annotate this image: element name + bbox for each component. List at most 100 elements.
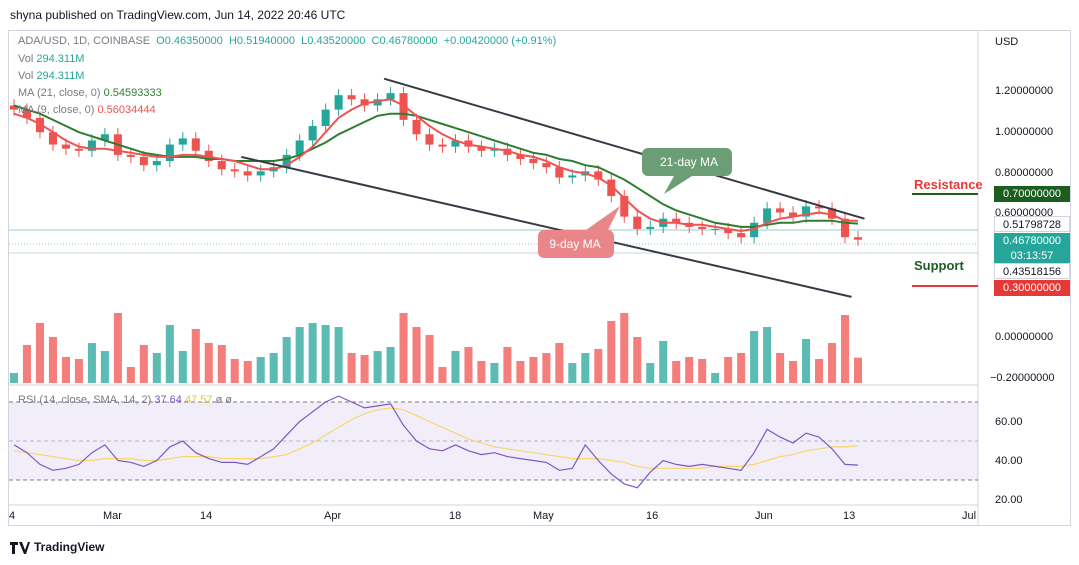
vol-value: 294.311M [36, 70, 85, 82]
ma21-line [13, 104, 859, 228]
candle-body [711, 228, 720, 230]
volume-bar [360, 355, 369, 383]
volume-bar [776, 353, 785, 383]
candle-body [503, 148, 512, 155]
volume-bar [581, 353, 590, 383]
price-tick: 1.20000000 [995, 85, 1053, 97]
time-tick: 4 [9, 510, 15, 522]
volume-bar [165, 325, 174, 383]
volume-bar [698, 359, 707, 383]
channel-trendlines [241, 77, 865, 298]
candle-body [516, 154, 525, 159]
volume-bar [295, 327, 304, 383]
ma9-callout-label: 9-day MA [549, 237, 600, 251]
rsi-tick: 20.00 [995, 494, 1023, 506]
ma9-price-tag: 0.51798728 [994, 216, 1070, 232]
candle-body [191, 138, 200, 151]
volume-bar [373, 351, 382, 383]
time-tick: 16 [646, 510, 658, 522]
ma9-callout-box [538, 206, 620, 258]
candle-body [853, 237, 863, 240]
publisher-line: shyna published on TradingView.com, Jun … [10, 8, 346, 22]
candle-body [763, 208, 772, 223]
volume-bar [126, 367, 135, 383]
candle-body [74, 148, 83, 151]
candle-body [425, 134, 434, 145]
candle-body [178, 138, 187, 145]
countdown-tag: 03:13:57 [994, 248, 1070, 264]
candle-body [620, 196, 629, 217]
volume-bar [61, 357, 70, 383]
ma9-value: 0.56034444 [97, 104, 156, 116]
volume-bar [529, 357, 538, 383]
candle-body [815, 206, 824, 209]
volume-bar [269, 353, 278, 383]
legend-ma21[interactable]: MA (21, close, 0) 0.54593333 [18, 87, 162, 99]
volume-bar [737, 353, 746, 383]
candle-body [386, 93, 395, 100]
legend-ma9[interactable]: MA (9, close, 0) 0.56034444 [18, 104, 156, 116]
time-tick: 13 [843, 510, 855, 522]
time-tick: Mar [103, 510, 122, 522]
volume-bar [35, 323, 44, 383]
candle-body [737, 233, 746, 238]
resistance-price-tag: 0.70000000 [994, 186, 1070, 202]
vol-label: Vol [18, 70, 34, 82]
volume-bar [321, 325, 330, 383]
candle-body [724, 228, 733, 234]
legend-vol-2[interactable]: Vol 294.311M [18, 70, 84, 82]
volume-bar [217, 345, 226, 383]
candle-body [802, 206, 811, 217]
ma21-callout-label: 21-day MA [660, 155, 718, 169]
ma21-callout-box [642, 148, 732, 194]
volume-bars [9, 313, 863, 383]
ma21-label: MA (21, close, 0) [18, 87, 101, 99]
volume-bar [386, 347, 395, 383]
vol-label: Vol [18, 53, 34, 65]
legend-vol-1[interactable]: Vol 294.311M [18, 53, 84, 65]
volume-bar [646, 363, 655, 383]
time-axis: 4 Mar 14 Apr 18 May 16 Jun 13 Jul [9, 510, 976, 522]
chart-frame [8, 30, 1071, 526]
candle-body [308, 126, 317, 141]
tradingview-logo[interactable]: TradingView [10, 540, 104, 554]
candle-body [633, 216, 642, 229]
candle-body [100, 134, 109, 141]
candle-body [295, 140, 304, 155]
candle-body [568, 175, 577, 178]
vol-value: 294.311M [36, 53, 85, 65]
candle-body [672, 218, 681, 223]
candle-body [9, 105, 19, 110]
support-price-tag: 0.30000000 [994, 280, 1070, 296]
volume-bar [750, 331, 759, 383]
candle-body [607, 179, 616, 197]
volume-bar [87, 343, 96, 383]
volume-bar [243, 361, 252, 383]
volume-bar [490, 363, 499, 383]
volume-bar [22, 345, 32, 383]
volume-bar [204, 343, 213, 383]
tradingview-icon [10, 541, 30, 554]
price-tick: 1.00000000 [995, 126, 1053, 138]
candle-body [373, 99, 382, 106]
volume-bar [412, 327, 421, 383]
candle-body [165, 144, 174, 162]
volume-bar [74, 359, 83, 383]
volume-bar [464, 347, 473, 383]
candle-body [334, 95, 343, 110]
candle-body [789, 212, 798, 217]
legend-rsi[interactable]: RSI (14, close, SMA, 14, 2) 37.64 47.57 … [18, 394, 232, 406]
volume-bar [399, 313, 408, 383]
ma9-line [13, 98, 858, 233]
candle-body [217, 161, 226, 170]
volume-bar [633, 337, 642, 383]
candle-body [230, 169, 239, 172]
volume-bar [711, 373, 720, 383]
volume-bar [542, 353, 551, 383]
volume-bar [230, 359, 239, 383]
volume-bar [308, 323, 317, 383]
volume-bar [178, 351, 187, 383]
candle-body [126, 154, 135, 157]
candle-body [48, 132, 57, 145]
